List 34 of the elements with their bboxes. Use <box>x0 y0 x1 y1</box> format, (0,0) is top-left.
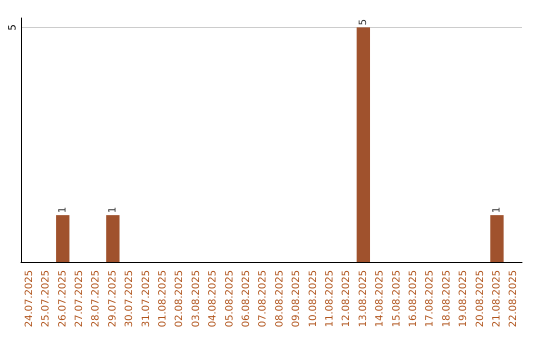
data-label: 1 <box>491 206 502 214</box>
x-tick-label: 12.08.2025 <box>341 270 352 328</box>
x-tick-label: 07.08.2025 <box>258 270 269 328</box>
x-tick-label: 17.08.2025 <box>424 270 436 328</box>
x-tick-label: 03.08.2025 <box>190 270 202 328</box>
x-tick-label: 06.08.2025 <box>240 270 252 328</box>
x-tick-label: 13.08.2025 <box>358 270 369 328</box>
x-tick-label: 27.07.2025 <box>74 270 85 328</box>
x-tick-label: 18.08.2025 <box>441 270 452 328</box>
x-tick-label: 29.07.2025 <box>107 270 118 328</box>
x-tick-label: 02.08.2025 <box>174 270 186 328</box>
x-tick-label: 30.07.2025 <box>124 270 136 328</box>
x-tick-label: 08.08.2025 <box>274 270 286 328</box>
x-tick-label: 10.08.2025 <box>308 270 319 328</box>
data-label: 1 <box>107 206 118 214</box>
x-tick-label: 04.08.2025 <box>208 270 219 328</box>
x-tick-label: 22.08.2025 <box>508 270 520 328</box>
x-tick-label: 25.07.2025 <box>40 270 52 328</box>
x-tick-label: 09.08.2025 <box>291 270 302 328</box>
data-label: 1 <box>57 206 68 214</box>
x-tick-label: 05.08.2025 <box>224 270 236 328</box>
x-tick-label: 11.08.2025 <box>324 270 336 328</box>
x-tick-label: 01.08.2025 <box>157 270 168 328</box>
x-tick-label: 15.08.2025 <box>391 270 402 328</box>
x-tick-label: 28.07.2025 <box>90 270 102 328</box>
x-tick-label: 26.07.2025 <box>57 270 68 328</box>
data-label: 5 <box>358 19 369 26</box>
x-tick-label: 19.08.2025 <box>458 270 470 328</box>
x-tick-label: 20.08.2025 <box>474 270 486 328</box>
x-tick-label: 16.08.2025 <box>408 270 419 328</box>
x-tick-label: 24.07.2025 <box>24 270 35 328</box>
x-tick-label: 31.07.2025 <box>140 270 152 328</box>
x-tick-label: 21.08.2025 <box>491 270 502 328</box>
x-tick-label: 14.08.2025 <box>374 270 386 328</box>
